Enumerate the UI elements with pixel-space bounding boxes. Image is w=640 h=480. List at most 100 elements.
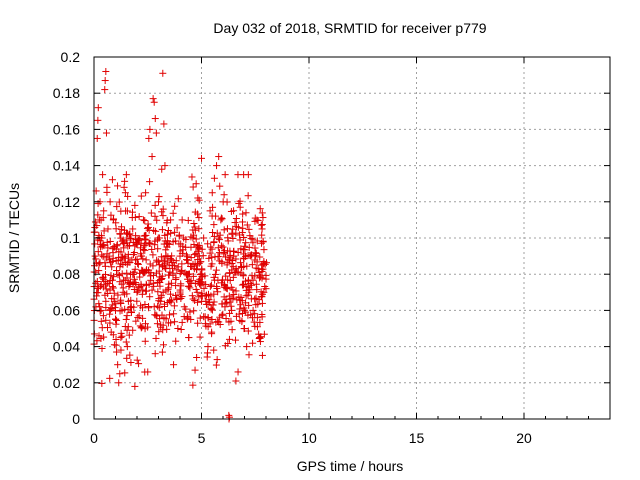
data-point [94, 200, 102, 208]
data-point [252, 250, 260, 258]
data-point [124, 323, 132, 331]
data-point [93, 134, 101, 142]
data-point [153, 216, 161, 224]
data-point [101, 291, 109, 299]
data-point [144, 220, 152, 228]
data-point [244, 192, 252, 200]
data-point [120, 244, 128, 252]
data-point [159, 262, 167, 270]
data-point [251, 272, 259, 280]
data-point [200, 313, 208, 321]
data-point [189, 272, 197, 280]
data-point [128, 214, 136, 222]
data-point [91, 252, 99, 260]
data-point [259, 260, 267, 268]
data-point [107, 211, 115, 219]
data-point [238, 297, 246, 305]
data-point [238, 229, 246, 237]
data-point [178, 216, 186, 224]
data-point [244, 311, 252, 319]
data-point [178, 318, 186, 326]
x-axis-label: GPS time / hours [297, 458, 404, 474]
data-point [95, 300, 103, 308]
data-point [94, 248, 102, 256]
data-point [256, 205, 264, 213]
data-point [92, 255, 100, 263]
data-point [230, 252, 238, 260]
data-point [173, 224, 181, 232]
data-point [157, 253, 165, 261]
data-point [237, 263, 245, 271]
data-point [166, 297, 174, 305]
data-point [130, 275, 138, 283]
data-point [113, 267, 121, 275]
data-point [247, 295, 255, 303]
data-point [212, 266, 220, 274]
data-point [112, 257, 120, 265]
data-point [232, 264, 240, 272]
y-tick-label: 0.08 [53, 266, 80, 282]
data-point [216, 313, 224, 321]
data-point [186, 284, 194, 292]
data-point [150, 98, 158, 106]
data-point [190, 307, 198, 315]
data-point [108, 301, 116, 309]
data-point [159, 288, 167, 296]
data-point [211, 270, 219, 278]
data-point [126, 351, 134, 359]
data-point [256, 318, 264, 326]
data-point [167, 216, 175, 224]
data-point [247, 252, 255, 260]
data-point [118, 237, 126, 245]
data-point [216, 182, 224, 190]
data-point [214, 318, 222, 326]
data-point [262, 271, 270, 279]
data-point [107, 328, 115, 336]
data-point [158, 311, 166, 319]
data-point [152, 129, 160, 137]
data-point [193, 265, 201, 273]
data-point [241, 325, 248, 332]
x-tick-labels: 0 5 10 15 20 [90, 430, 532, 446]
data-point [171, 228, 179, 236]
data-point [169, 209, 177, 217]
data-point [139, 216, 147, 224]
data-point [164, 227, 172, 235]
y-tick-label: 0.16 [53, 121, 80, 137]
data-point [122, 338, 130, 346]
data-point [190, 220, 198, 228]
data-point [133, 297, 141, 305]
data-point [208, 306, 216, 314]
data-point [238, 218, 246, 226]
data-point [132, 240, 140, 248]
data-point [191, 296, 199, 304]
y-tick-label: 0.18 [53, 85, 80, 101]
data-point [102, 316, 110, 324]
data-point [248, 261, 256, 269]
data-point [182, 243, 190, 251]
data-point [246, 279, 254, 287]
data-point [237, 259, 245, 267]
data-point [98, 274, 106, 282]
data-point [215, 234, 223, 242]
data-point [245, 351, 253, 359]
x-tick-label: 20 [516, 430, 532, 446]
data-point [191, 226, 199, 234]
data-point [219, 310, 227, 318]
data-point [172, 257, 180, 265]
y-tick-label: 0.2 [61, 49, 81, 65]
data-point [247, 235, 255, 243]
data-point [96, 259, 104, 267]
data-point [202, 280, 210, 288]
chart-title: Day 032 of 2018, SRMTID for receiver p77… [213, 20, 486, 36]
data-point [227, 317, 235, 325]
data-point [195, 259, 203, 267]
data-point [218, 215, 226, 223]
data-point [256, 253, 264, 261]
data-point [229, 234, 237, 242]
data-point [124, 306, 132, 314]
data-point [258, 310, 266, 318]
data-point [148, 153, 156, 161]
data-point [148, 286, 156, 294]
data-point [92, 279, 100, 287]
